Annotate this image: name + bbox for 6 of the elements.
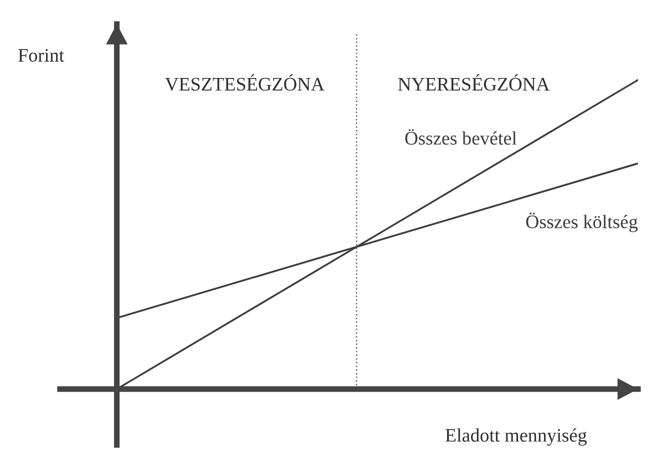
series-label: Összes költség (526, 212, 638, 232)
y-axis-title: Forint (18, 48, 64, 62)
annotation: VESZTESÉGZÓNA (165, 74, 324, 91)
x-axis-title: Eladott mennyiség (445, 428, 587, 446)
series-label: Összes bevétel (405, 129, 517, 145)
annotation: NYERESÉGZÓNA (398, 74, 550, 91)
